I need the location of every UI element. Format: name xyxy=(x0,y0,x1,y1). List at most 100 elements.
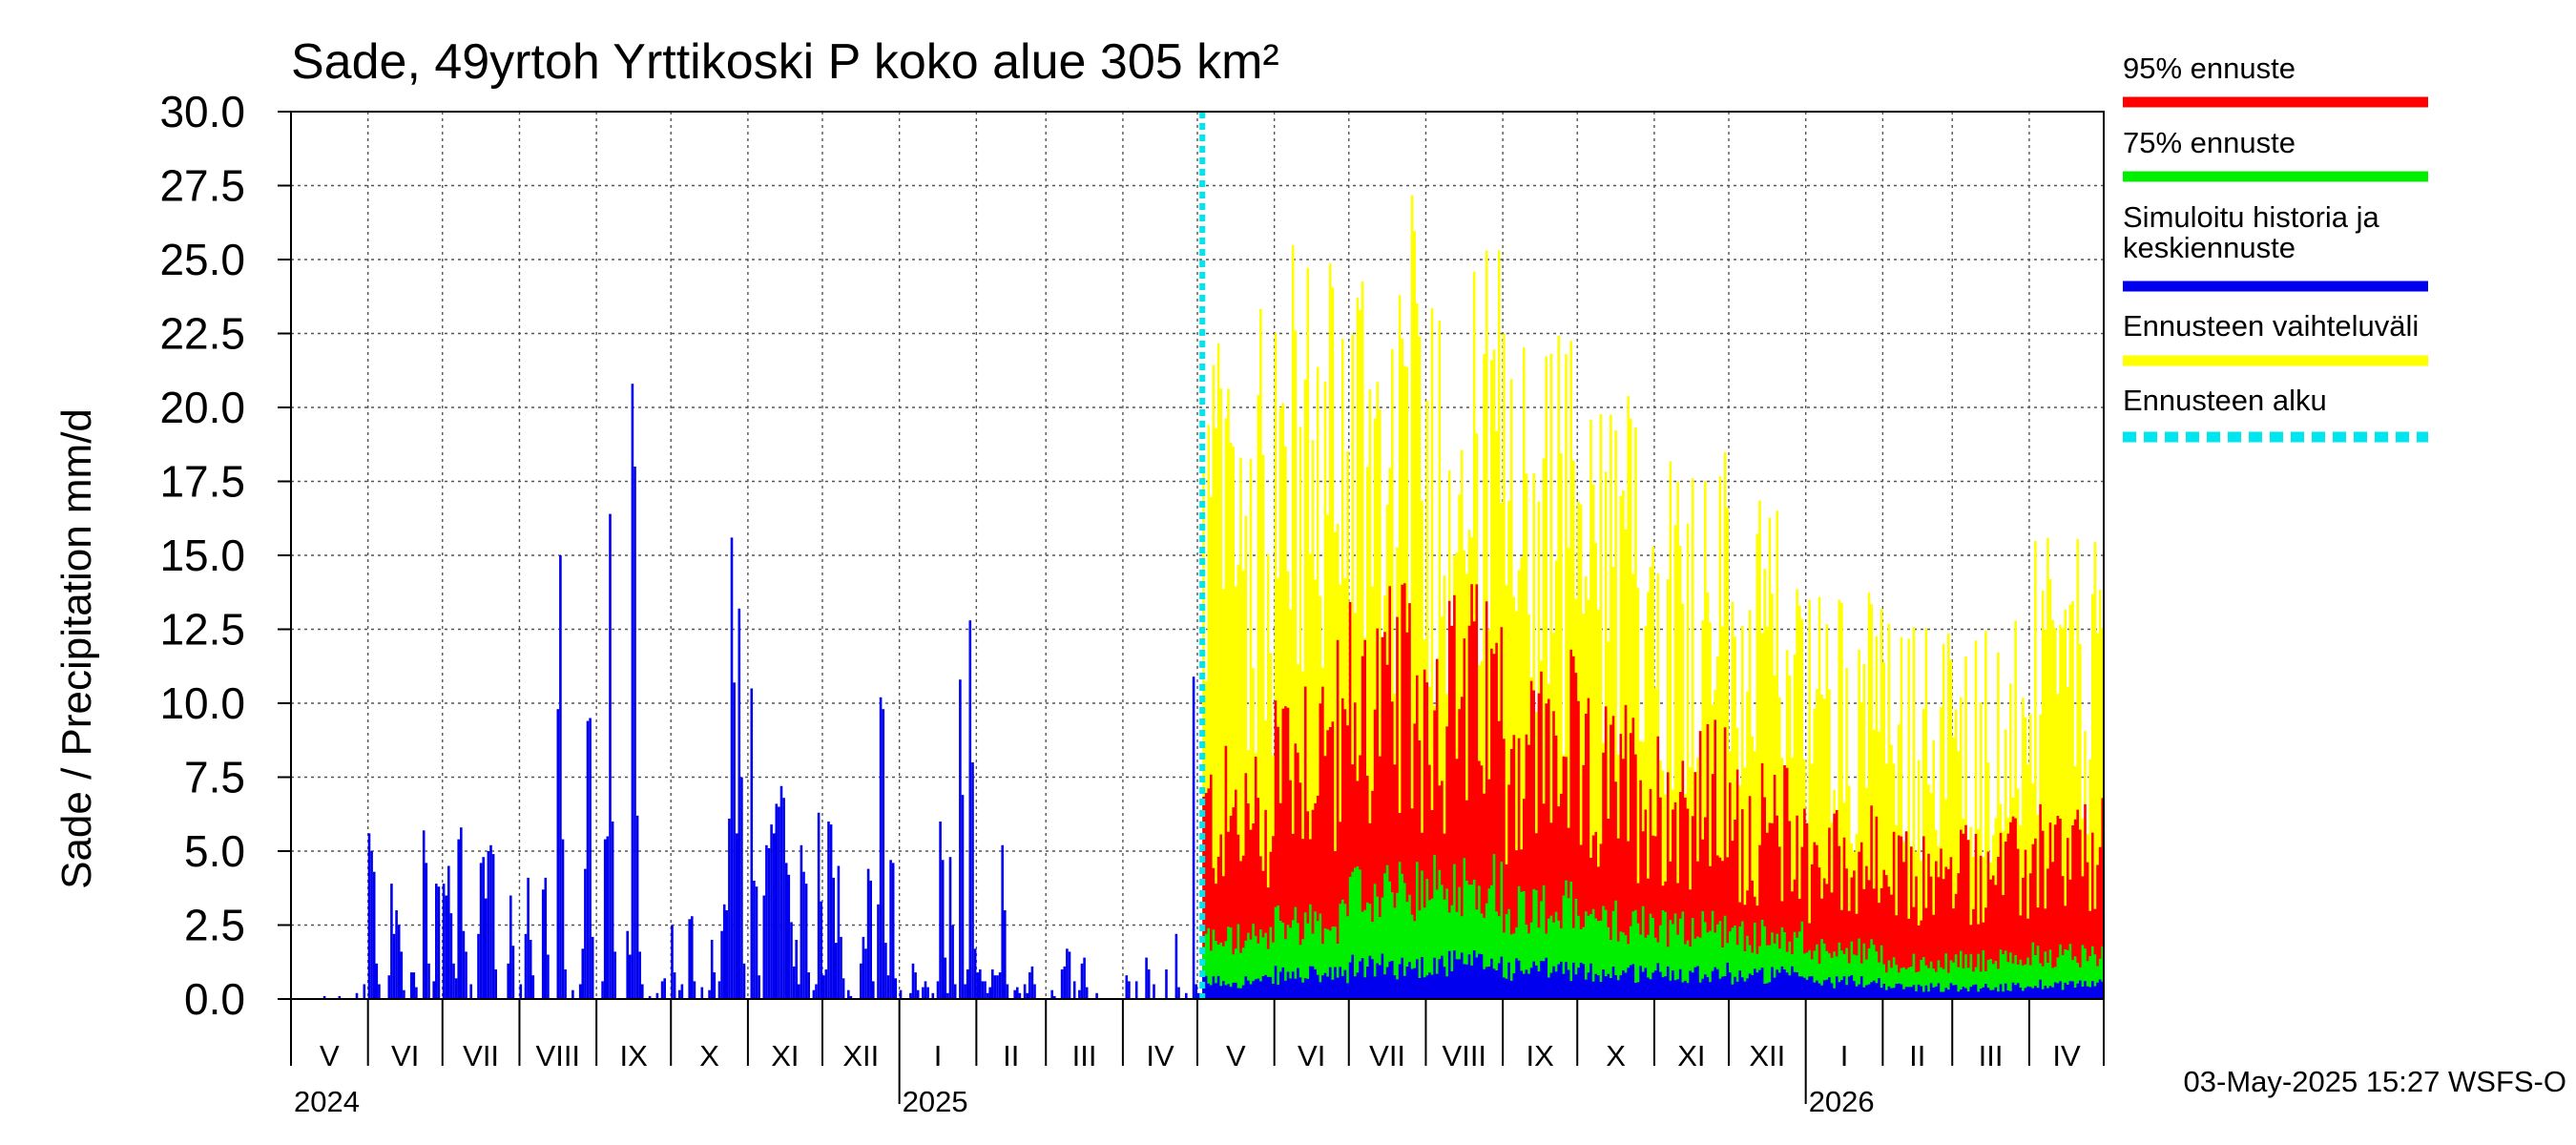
history-bar xyxy=(971,762,974,999)
history-bar xyxy=(482,857,485,999)
history-bar xyxy=(1050,989,1053,999)
history-bar xyxy=(740,777,743,999)
history-bar xyxy=(1006,984,1009,999)
history-bar xyxy=(993,975,997,999)
y-tick-label: 17.5 xyxy=(159,457,245,507)
history-bar xyxy=(941,860,945,999)
history-bar xyxy=(1063,966,1067,999)
history-bar xyxy=(634,467,636,999)
history-bar xyxy=(338,995,342,999)
history-bar xyxy=(435,884,438,999)
y-tick-label: 30.0 xyxy=(159,87,245,136)
x-month-label: V xyxy=(320,1039,340,1072)
history-bar xyxy=(946,992,949,999)
history-bar xyxy=(611,822,614,999)
history-bar xyxy=(841,978,845,999)
history-bar xyxy=(899,989,903,999)
history-bar xyxy=(984,981,987,999)
history-bar xyxy=(961,795,965,999)
history-bar xyxy=(648,995,652,999)
history-bar xyxy=(860,963,862,999)
history-bar xyxy=(688,919,691,999)
p75-forecast-series xyxy=(1202,854,2104,999)
history-bar xyxy=(795,940,798,999)
history-bar xyxy=(1016,987,1019,999)
history-bar xyxy=(432,981,435,999)
history-bar xyxy=(742,963,746,999)
history-bar xyxy=(1001,844,1004,999)
x-month-label: X xyxy=(1606,1039,1626,1072)
history-bar xyxy=(641,984,644,999)
history-bar xyxy=(832,877,835,999)
history-bar xyxy=(363,984,366,999)
history-bar xyxy=(708,989,711,999)
history-bar xyxy=(882,709,885,999)
history-bar xyxy=(700,987,704,999)
history-bar xyxy=(991,969,994,999)
history-bar xyxy=(762,895,766,999)
history-bar xyxy=(479,863,483,999)
x-month-label: VII xyxy=(463,1039,499,1072)
x-month-label: XI xyxy=(1677,1039,1705,1072)
history-bar xyxy=(758,975,760,999)
x-month-label: IV xyxy=(1146,1039,1174,1072)
history-bar xyxy=(1192,677,1195,999)
legend-label: 75% ennuste xyxy=(2123,126,2296,159)
history-bar xyxy=(924,981,927,999)
history-bar xyxy=(775,803,779,999)
history-bar xyxy=(914,972,917,999)
x-month-label: VI xyxy=(391,1039,419,1072)
history-bar xyxy=(800,844,803,999)
history-bar xyxy=(981,981,985,999)
history-bar xyxy=(1147,969,1151,999)
history-bar xyxy=(1033,984,1036,999)
history-bar xyxy=(395,910,398,999)
history-bar xyxy=(322,995,326,999)
history-bar xyxy=(725,910,729,999)
history-bar xyxy=(1078,989,1081,999)
history-bar xyxy=(631,384,634,999)
legend: 95% ennuste 75% ennuste Simuloitu historia… xyxy=(2123,52,2428,443)
history-bar xyxy=(986,992,989,999)
legend-label: keskiennuste xyxy=(2123,231,2296,264)
history-bar xyxy=(1083,957,1086,999)
history-bar xyxy=(511,946,515,999)
history-bar xyxy=(872,981,875,999)
history-bar xyxy=(390,884,393,999)
history-bar xyxy=(447,865,450,999)
history-bar xyxy=(425,863,428,999)
history-bar xyxy=(673,972,676,999)
history-bar xyxy=(680,984,684,999)
history-bar xyxy=(1197,992,1200,999)
x-month-label: XII xyxy=(1749,1039,1785,1072)
history-bar xyxy=(454,978,458,999)
x-year-label: 2025 xyxy=(903,1085,968,1118)
history-bar xyxy=(370,851,373,999)
history-bar xyxy=(869,881,872,999)
history-bar xyxy=(790,922,793,999)
history-bar xyxy=(509,895,512,999)
history-bar xyxy=(804,884,808,999)
history-bar xyxy=(547,954,550,999)
history-bar xyxy=(469,984,472,999)
history-bar xyxy=(862,936,865,999)
history-bar xyxy=(527,877,530,999)
history-bar xyxy=(378,984,381,999)
history-bar xyxy=(1060,969,1064,999)
history-bar xyxy=(1018,992,1022,999)
history-bar xyxy=(720,930,723,999)
history-bar xyxy=(375,963,379,999)
history-bar xyxy=(886,975,890,999)
x-axis: V VI VII VIII IX X XI XII I II III IV V VI VII VIII IX X X… xyxy=(290,999,2105,1118)
history-bar xyxy=(400,951,404,999)
x-month-label: VII xyxy=(1369,1039,1405,1072)
history-bar xyxy=(1165,969,1168,999)
history-bar xyxy=(835,943,838,999)
y-tick-label: 15.0 xyxy=(159,531,245,580)
history-bar xyxy=(638,951,641,999)
history-bar xyxy=(561,839,565,999)
history-bar xyxy=(591,936,594,999)
history-bar xyxy=(802,871,805,999)
history-bar xyxy=(944,957,947,999)
